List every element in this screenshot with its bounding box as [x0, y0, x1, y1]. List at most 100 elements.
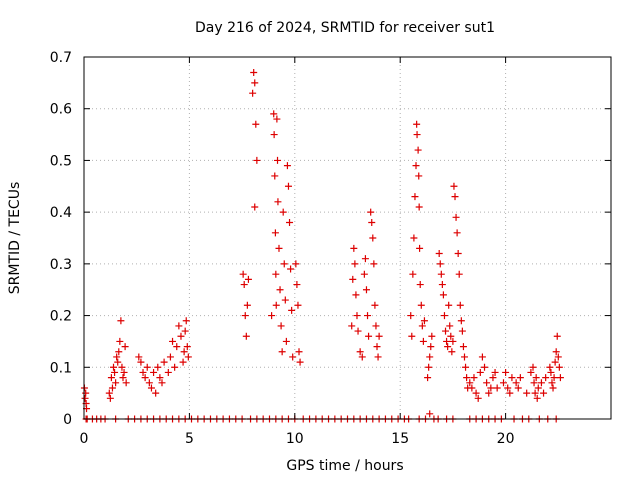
data-point	[370, 260, 378, 268]
data-point	[554, 353, 562, 361]
data-point	[455, 270, 463, 278]
data-point	[81, 394, 89, 402]
data-point	[173, 343, 181, 351]
data-point	[547, 368, 555, 376]
data-point	[416, 281, 424, 289]
data-point	[273, 115, 281, 123]
data-point	[183, 343, 191, 351]
data-point	[527, 368, 535, 376]
data-point	[537, 379, 545, 387]
data-point	[118, 363, 126, 371]
data-point	[286, 218, 294, 226]
data-point	[251, 203, 259, 211]
data-point	[489, 374, 497, 382]
data-point	[550, 374, 558, 382]
data-point	[253, 156, 261, 164]
data-point	[139, 368, 147, 376]
data-point	[440, 312, 448, 320]
data-point	[272, 301, 280, 309]
data-point	[424, 374, 432, 382]
data-point	[154, 363, 162, 371]
data-point	[410, 234, 418, 242]
data-point	[365, 332, 373, 340]
data-point	[427, 343, 435, 351]
data-point	[274, 156, 282, 164]
data-point	[415, 203, 423, 211]
data-point	[540, 389, 548, 397]
data-point	[277, 322, 285, 330]
data-point	[493, 384, 501, 392]
data-point	[374, 353, 382, 361]
data-point	[460, 353, 468, 361]
data-point	[244, 275, 252, 283]
data-point	[278, 348, 286, 356]
data-point	[458, 327, 466, 335]
data-point	[483, 379, 491, 387]
data-point	[454, 250, 462, 258]
data-point	[288, 306, 296, 314]
data-point	[287, 265, 295, 273]
data-point	[280, 260, 288, 268]
data-point	[487, 384, 495, 392]
data-point	[111, 368, 119, 376]
data-point	[452, 213, 460, 221]
data-point	[446, 322, 454, 330]
data-point	[119, 374, 127, 382]
data-points	[80, 69, 564, 423]
data-point	[275, 244, 283, 252]
data-point	[270, 110, 278, 118]
data-point	[553, 332, 561, 340]
data-point	[166, 353, 174, 361]
data-point	[457, 317, 465, 325]
data-point	[555, 363, 563, 371]
data-point	[532, 374, 540, 382]
data-point	[145, 379, 153, 387]
x-tick-label: 0	[80, 431, 89, 447]
data-point	[116, 337, 124, 345]
data-point	[546, 363, 554, 371]
data-point	[169, 337, 177, 345]
data-point	[481, 363, 489, 371]
x-axis-label: GPS time / hours	[286, 458, 403, 474]
data-point	[179, 358, 187, 366]
data-point	[466, 379, 474, 387]
data-point	[468, 384, 476, 392]
data-point	[175, 322, 183, 330]
data-point	[107, 374, 115, 382]
data-point	[171, 363, 179, 371]
data-point	[293, 281, 301, 289]
data-point	[150, 368, 158, 376]
data-point	[375, 332, 383, 340]
data-point	[502, 368, 510, 376]
data-point	[478, 353, 486, 361]
data-point	[372, 322, 380, 330]
data-point	[462, 363, 470, 371]
axis-ticks: 0 5 10 15 20 0 0.1 0.2 0.3 0.4 0.5 0.6 0.7	[50, 50, 611, 447]
data-point	[450, 182, 458, 190]
data-point	[435, 250, 443, 258]
data-point	[360, 270, 368, 278]
data-point	[443, 337, 451, 345]
data-point	[274, 198, 282, 206]
data-point	[349, 275, 357, 283]
data-point	[409, 270, 417, 278]
data-point	[284, 182, 292, 190]
data-point	[351, 260, 359, 268]
data-point	[428, 332, 436, 340]
data-point	[240, 281, 248, 289]
data-point	[367, 208, 375, 216]
data-point	[353, 312, 361, 320]
data-point	[348, 322, 356, 330]
data-point	[514, 384, 522, 392]
data-point	[438, 281, 446, 289]
data-point	[82, 389, 90, 397]
data-point	[249, 89, 257, 97]
data-point	[415, 172, 423, 180]
data-point	[417, 301, 425, 309]
data-point	[413, 131, 421, 139]
data-point	[106, 394, 114, 402]
data-point	[534, 384, 542, 392]
data-point	[243, 301, 251, 309]
data-point	[282, 337, 290, 345]
x-tick-label: 20	[497, 431, 515, 447]
